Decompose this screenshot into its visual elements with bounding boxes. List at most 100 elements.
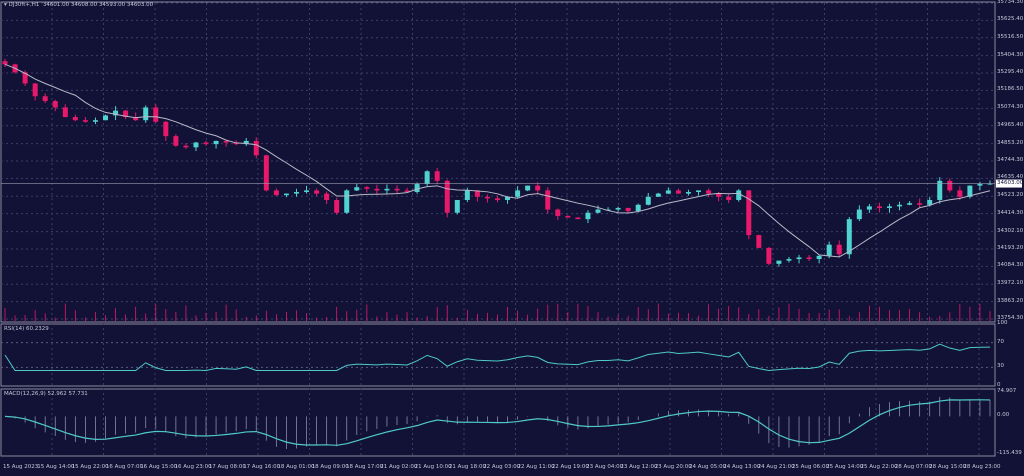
time-tick: 17 Aug 16:00 <box>243 464 281 470</box>
candle-body <box>414 184 420 193</box>
candle-body <box>846 219 852 255</box>
candle-body <box>756 235 762 248</box>
candle-body <box>655 193 661 197</box>
candle-body <box>495 198 500 200</box>
candle-body <box>324 193 330 200</box>
candle-body <box>726 196 732 200</box>
candle-body <box>62 107 68 117</box>
rsi-title: RSI(14) 60.2329 <box>4 326 49 332</box>
price-tick: 35295.40 <box>997 69 1024 76</box>
time-tick: 24 Aug 13:00 <box>723 464 761 470</box>
candle-body <box>424 171 430 185</box>
macd-tick: 0.00 <box>997 412 1010 419</box>
candle-body <box>464 190 470 200</box>
candle-body <box>696 190 702 193</box>
price-tick: 34965.40 <box>997 121 1024 128</box>
candle-body <box>52 101 58 108</box>
candle-body <box>92 120 98 122</box>
candle-body <box>635 204 641 212</box>
candle-body <box>113 110 119 116</box>
candle-body <box>213 140 219 145</box>
candle-body <box>595 209 601 213</box>
candle-body <box>876 206 882 208</box>
candle-body <box>283 193 289 196</box>
price-tick: 33863.20 <box>997 297 1024 304</box>
candle-body <box>72 116 78 121</box>
candle-body <box>103 115 109 121</box>
price-tick: 34523.20 <box>997 192 1024 199</box>
candle-body <box>766 247 772 264</box>
candle-body <box>927 199 933 205</box>
candle-body <box>535 185 541 191</box>
candle-body <box>42 96 48 102</box>
current-price-label: 34603.00 <box>997 179 1024 186</box>
time-tick: 15 Aug 2023 <box>3 464 39 470</box>
candle-body <box>937 180 943 200</box>
candle-body <box>133 116 139 121</box>
pane-border-1 <box>0 323 996 387</box>
candle-body <box>32 83 38 97</box>
time-tick: 16 Aug 07:00 <box>105 464 143 470</box>
macd-signal-line <box>4 399 991 446</box>
time-tick: 23 Aug 12:00 <box>620 464 658 470</box>
candle-body <box>374 188 380 191</box>
candle-body <box>856 209 862 220</box>
candle-body <box>685 192 691 194</box>
candle-body <box>545 190 551 210</box>
price-tick: 34853.20 <box>997 139 1024 146</box>
time-tick: 16 Aug 15:00 <box>140 464 178 470</box>
candle-body <box>384 188 390 191</box>
candle-body <box>826 244 832 256</box>
candle-body <box>917 203 923 205</box>
candle-body <box>273 190 279 196</box>
candle-body <box>484 196 490 199</box>
time-tick: 25 Aug 22:00 <box>860 464 898 470</box>
time-tick: 18 Aug 09:00 <box>311 464 349 470</box>
candle-body <box>163 121 169 137</box>
time-tick: 28 Aug 07:00 <box>894 464 932 470</box>
candle-body <box>123 110 129 117</box>
candle-body <box>776 260 782 264</box>
price-tick: 35734.30 <box>997 0 1024 5</box>
pane-border-0 <box>0 1 996 323</box>
candle-body <box>625 207 631 212</box>
candle-body <box>193 142 199 148</box>
ohlc-readout: 34601.00 34608.00 34593.00 34603.00 <box>42 2 154 8</box>
price-tick: 35074.30 <box>997 104 1024 111</box>
candle-body <box>263 155 269 191</box>
time-tick: 18 Aug 17:00 <box>346 464 384 470</box>
macd-title: MACD(12,26,9) 52.962 57.731 <box>4 391 88 397</box>
symbol-label: DJ30ft+,H1 <box>8 2 40 8</box>
macd-tick: -115.439 <box>997 450 1022 456</box>
time-tick: 17 Aug 08:00 <box>208 464 246 470</box>
time-tick: 24 Aug 05:00 <box>689 464 727 470</box>
candle-body <box>515 190 521 197</box>
candle-body <box>444 180 450 213</box>
candle-body <box>394 188 400 191</box>
price-tick: 34084.30 <box>997 262 1024 269</box>
time-tick: 23 Aug 04:00 <box>586 464 624 470</box>
candle-body <box>565 215 571 218</box>
candle-body <box>344 190 350 213</box>
candle-body <box>143 107 149 121</box>
candle-body <box>304 190 310 193</box>
time-tick: 15 Aug 22:00 <box>71 464 109 470</box>
rsi-tick: 30 <box>997 363 1004 370</box>
time-tick: 28 Aug 15:00 <box>929 464 967 470</box>
price-tick: 34744.30 <box>997 157 1024 163</box>
candle-body <box>957 190 963 197</box>
rsi-line <box>4 343 991 372</box>
time-tick: 16 Aug 23:00 <box>174 464 212 470</box>
candle-body <box>796 257 802 260</box>
candle-body <box>886 206 892 208</box>
candle-body <box>706 190 712 194</box>
price-tick: 34193.20 <box>997 244 1024 251</box>
price-tick: 35516.50 <box>997 33 1024 40</box>
time-tick: 24 Aug 21:00 <box>757 464 795 470</box>
candle-body <box>22 72 28 84</box>
candle-body <box>505 196 511 200</box>
time-tick: 22 Aug 11:00 <box>517 464 555 470</box>
time-tick: 22 Aug 03:00 <box>483 464 521 470</box>
time-tick: 21 Aug 18:00 <box>448 464 486 470</box>
